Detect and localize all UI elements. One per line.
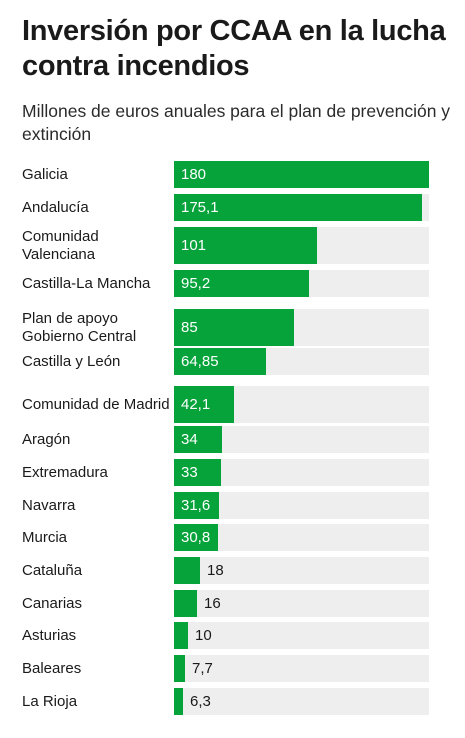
value-label: 85 xyxy=(181,319,198,336)
bar-row: Comunidad Valenciana 101 xyxy=(0,227,465,264)
bar xyxy=(174,386,234,423)
bar xyxy=(174,227,317,264)
bar-track: 34 xyxy=(174,426,429,453)
bar-track: 180 xyxy=(174,161,429,188)
bar xyxy=(174,622,188,649)
bar xyxy=(174,426,222,453)
bar xyxy=(174,688,183,715)
bar xyxy=(174,655,185,682)
bar-row: Extremadura 33 xyxy=(0,459,465,486)
bar-row: Navarra 31,6 xyxy=(0,492,465,519)
bar-row: Murcia 30,8 xyxy=(0,524,465,551)
value-label: 10 xyxy=(195,627,212,644)
value-label: 18 xyxy=(207,562,224,579)
bar xyxy=(174,161,429,188)
category-label: Canarias xyxy=(22,594,83,612)
bar-track: 18 xyxy=(174,557,429,584)
bar-row: La Rioja 6,3 xyxy=(0,688,465,715)
category-label: Comunidad Valenciana xyxy=(22,227,99,263)
value-label: 42,1 xyxy=(181,396,211,413)
bar xyxy=(174,309,294,346)
bar-track: 95,2 xyxy=(174,270,429,297)
value-label: 6,3 xyxy=(190,693,211,710)
category-label: Galicia xyxy=(22,165,68,183)
bar-row: Castilla y León 64,85 xyxy=(0,348,465,375)
value-label: 7,7 xyxy=(192,660,213,677)
bar-row: Castilla-La Mancha 95,2 xyxy=(0,270,465,297)
category-label: Extremadura xyxy=(22,463,108,481)
category-label: Comunidad de Madrid xyxy=(22,395,170,413)
bar-track: 42,1 xyxy=(174,386,429,423)
value-label: 33 xyxy=(181,464,198,481)
category-label: Baleares xyxy=(22,659,82,677)
bar-track: 101 xyxy=(174,227,429,264)
bar-track: 64,85 xyxy=(174,348,429,375)
category-label: La Rioja xyxy=(22,692,78,710)
category-label: Murcia xyxy=(22,528,68,546)
bar-row: Asturias 10 xyxy=(0,622,465,649)
value-label: 95,2 xyxy=(181,275,211,292)
bar-track: 7,7 xyxy=(174,655,429,682)
bar-row: Aragón 34 xyxy=(0,426,465,453)
bar xyxy=(174,270,309,297)
value-label: 101 xyxy=(181,237,207,254)
bar-track: 31,6 xyxy=(174,492,429,519)
bar-track: 10 xyxy=(174,622,429,649)
bar-row: Cataluña 18 xyxy=(0,557,465,584)
bar-track: 175,1 xyxy=(174,194,429,221)
bar-track: 33 xyxy=(174,459,429,486)
value-label: 30,8 xyxy=(181,529,211,546)
bar-row: Baleares 7,7 xyxy=(0,655,465,682)
bar-track: 6,3 xyxy=(174,688,429,715)
category-label: Castilla y León xyxy=(22,352,121,370)
chart-subtitle: Millones de euros anuales para el plan d… xyxy=(22,101,451,144)
value-label: 175,1 xyxy=(181,199,219,216)
bar xyxy=(174,524,218,551)
bar xyxy=(174,348,266,375)
bar xyxy=(174,590,197,617)
value-label: 180 xyxy=(181,166,207,183)
category-label: Cataluña xyxy=(22,561,83,579)
bar-row: Comunidad de Madrid 42,1 xyxy=(0,386,465,423)
value-label: 31,6 xyxy=(181,497,211,514)
value-label: 64,85 xyxy=(181,353,219,370)
bar xyxy=(174,459,221,486)
chart-title: Inversión por CCAA en la lucha contra in… xyxy=(22,15,446,82)
category-label: Castilla-La Mancha xyxy=(22,274,151,292)
bar xyxy=(174,492,219,519)
category-label: Asturias xyxy=(22,626,77,644)
bar xyxy=(174,194,422,221)
bar-row: Plan de apoyo Gobierno Central 85 xyxy=(0,309,465,346)
bar-row: Canarias 16 xyxy=(0,590,465,617)
category-label: Andalucía xyxy=(22,198,89,216)
bar-row: Andalucía 175,1 xyxy=(0,194,465,221)
category-label: Aragón xyxy=(22,430,71,448)
value-label: 16 xyxy=(204,595,221,612)
bar-track: 85 xyxy=(174,309,429,346)
bar-row: Galicia 180 xyxy=(0,161,465,188)
value-label: 34 xyxy=(181,431,198,448)
bar-track: 16 xyxy=(174,590,429,617)
bar-track: 30,8 xyxy=(174,524,429,551)
category-label: Navarra xyxy=(22,496,76,514)
category-label: Plan de apoyo Gobierno Central xyxy=(22,309,137,345)
bar xyxy=(174,557,200,584)
